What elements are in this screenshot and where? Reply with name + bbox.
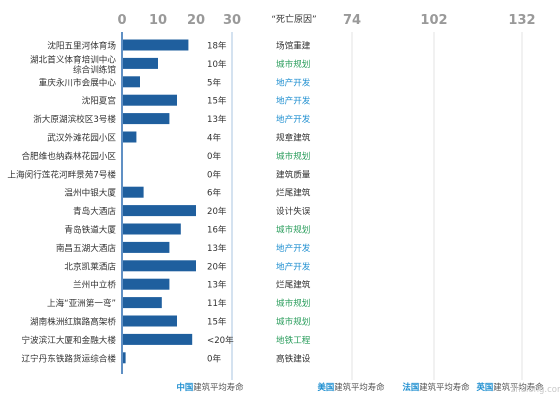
category-label: 青岛铁道大厦 xyxy=(64,224,116,236)
cause-label: 烂尾建筑 xyxy=(276,187,311,199)
bar xyxy=(123,76,140,88)
cause-label: 城市规划 xyxy=(276,150,310,162)
x-tick-label: 74 xyxy=(343,13,361,28)
bar xyxy=(123,315,177,327)
bar-value-label: 13年 xyxy=(207,113,227,125)
category-label: 湖北首义体育培训中心 xyxy=(30,53,116,65)
bar xyxy=(123,57,158,69)
category-label: 宁波滨江大厦和金融大楼 xyxy=(21,334,116,346)
bar xyxy=(123,260,196,272)
bar-value-label: 15年 xyxy=(207,316,227,328)
cause-label: 规章建筑 xyxy=(276,132,311,144)
reference-caption: 法国建筑平均寿命 xyxy=(403,382,471,392)
cause-label: 场馆重建 xyxy=(276,40,311,52)
bar xyxy=(123,278,170,290)
bar xyxy=(123,186,144,198)
x-tick-label: 10 xyxy=(149,13,167,28)
cause-label: 城市规划 xyxy=(276,58,310,70)
cause-label: 城市规划 xyxy=(276,297,310,309)
bar xyxy=(123,333,193,345)
watermark: zhulong.com xyxy=(511,385,560,395)
category-label: 辽宁丹东铁路货运综合楼 xyxy=(21,352,116,364)
category-label: 综合训练馆 xyxy=(73,63,116,75)
cause-label: 城市规划 xyxy=(276,316,310,328)
cause-label: 高铁建设 xyxy=(276,352,311,364)
bar-value-label: 18年 xyxy=(207,40,227,52)
cause-label: 设计失误 xyxy=(276,205,311,217)
bar-value-label: 20年 xyxy=(207,205,227,217)
x-tick-label: 102 xyxy=(420,13,447,28)
bar-value-label: 0年 xyxy=(207,168,221,180)
bar-value-label: 6年 xyxy=(207,187,221,199)
bar xyxy=(123,205,196,217)
bar xyxy=(123,94,177,106)
bar xyxy=(123,113,170,125)
category-label: 上海“亚洲第一弯” xyxy=(47,297,116,309)
bar-value-label: 0年 xyxy=(207,352,221,364)
bar-value-label: 20年 xyxy=(207,260,227,272)
bar-value-label: 15年 xyxy=(207,95,227,107)
x-tick-label: 30 xyxy=(223,13,241,28)
bar-value-label: <20年 xyxy=(207,334,234,346)
category-label: 温州中银大厦 xyxy=(64,187,116,199)
bar-value-label: 13年 xyxy=(207,242,227,254)
bar xyxy=(123,352,126,364)
reference-caption: 美国建筑平均寿命 xyxy=(318,382,386,392)
x-tick-label: 132 xyxy=(508,13,535,28)
reference-caption: 中国建筑平均寿命 xyxy=(177,382,245,392)
bar-value-label: 11年 xyxy=(207,297,227,309)
bar-value-label: 10年 xyxy=(207,58,227,70)
bar xyxy=(123,131,137,143)
bar-value-label: 16年 xyxy=(207,224,227,236)
category-label: 武汉外滩花园小区 xyxy=(47,132,116,144)
category-label: 青岛大酒店 xyxy=(73,205,116,217)
cause-label: 地产开发 xyxy=(276,260,311,272)
cause-label: 烂尾建筑 xyxy=(276,279,311,291)
bar xyxy=(123,223,181,235)
category-label: 浙大原湖滨校区3号楼 xyxy=(33,113,116,125)
cause-label: 城市规划 xyxy=(276,224,310,236)
cause-label: 地产开发 xyxy=(276,76,311,88)
cause-label: 地产开发 xyxy=(276,95,311,107)
cause-label: 地铁工程 xyxy=(276,334,311,346)
reference-caption: 英国建筑平均寿命 xyxy=(476,382,545,392)
bar xyxy=(123,241,170,253)
bar xyxy=(123,297,162,309)
cause-label: 地产开发 xyxy=(276,113,311,125)
bar-value-label: 0年 xyxy=(207,150,221,162)
category-label: 兰州中立桥 xyxy=(73,279,116,291)
bar xyxy=(123,39,189,51)
category-label: 湖南株洲红旗路高架桥 xyxy=(30,316,116,328)
cause-label: 建筑质量 xyxy=(276,168,311,180)
x-tick-label: 20 xyxy=(187,13,205,28)
category-label: 北京凯莱酒店 xyxy=(64,260,116,272)
category-label: 沈阳五里河体育场 xyxy=(47,40,116,52)
cause-label: 地产开发 xyxy=(276,242,311,254)
bar-value-label: 5年 xyxy=(207,76,221,88)
cause-column-header: “死亡原因” xyxy=(271,13,316,25)
x-tick-label: 0 xyxy=(117,13,126,28)
category-label: 南昌五湖大酒店 xyxy=(56,242,117,254)
bar-value-label: 4年 xyxy=(207,132,221,144)
category-label: 重庆永川市会展中心 xyxy=(39,76,117,88)
category-label: 合肥维也纳森林花园小区 xyxy=(21,150,116,162)
category-label: 上海闵行莲花河畔景苑7号楼 xyxy=(7,168,116,180)
category-label: 沈阳夏宫 xyxy=(82,95,116,107)
bar-value-label: 13年 xyxy=(207,279,227,291)
